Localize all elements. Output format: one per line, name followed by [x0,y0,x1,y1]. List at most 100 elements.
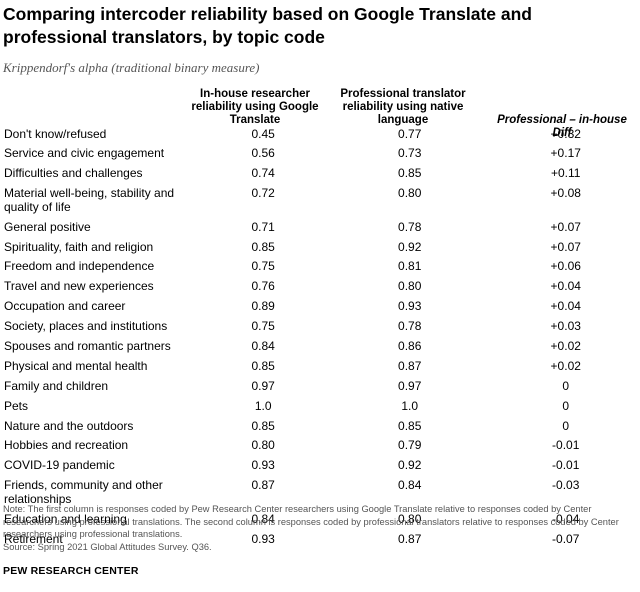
professional-value: 1.0 [401,398,419,413]
professional-value: 0.97 [398,378,422,393]
row-label: COVID-19 pandemic [4,458,115,473]
professional-value: 0.73 [398,146,422,161]
row-label: Society, places and institutions [4,319,168,334]
inhouse-value: 0.85 [251,239,275,254]
table-body: Don't know/refused 0.45 0.77 +0.32 Service a… [3,124,637,549]
inhouse-value: 0.72 [251,186,275,201]
inhouse-value: 0.56 [251,146,275,161]
row-label: Physical and mental health [4,358,148,373]
row-label: Material well-being, stability and quali… [4,186,175,215]
professional-value: 0.87 [398,358,422,373]
row-label: Occupation and career [4,299,126,314]
professional-value: 0.85 [398,166,422,181]
professional-value: 0.85 [398,418,422,433]
table-row: Material well-being, stability and quali… [3,184,637,218]
row-label: Travel and new experiences [4,279,154,294]
column-header-professional: Professional translator reliability usin… [340,88,466,126]
source-text: Source: Spring 2021 Global Attitudes Sur… [3,541,212,552]
professional-value: 0.78 [398,219,422,234]
table-row: Pets 1.0 1.0 0 [3,396,637,416]
row-label: Nature and the outdoors [4,418,134,433]
inhouse-value: 0.84 [251,339,275,354]
row-label: Service and civic engagement [4,146,165,161]
table-row: Service and civic engagement 0.56 0.73 +0.1… [3,144,637,164]
row-label: Education and learning [4,511,127,526]
table-row: Family and children 0.97 0.97 0 [3,376,637,396]
row-label: Pets [4,398,29,413]
table-row: Society, places and institutions 0.75 0.78… [3,317,637,337]
diff-value: -0.07 [552,531,580,546]
diff-value: +0.03 [550,319,581,334]
professional-value: 0.77 [398,126,422,141]
row-label: Spirituality, faith and religion [4,239,154,254]
row-label: Friends, community and other relationshi… [4,478,163,507]
row-label: Difficulties and challenges [4,166,143,181]
professional-value: 0.87 [398,531,422,546]
professional-value: 0.78 [398,319,422,334]
inhouse-value: 0.75 [251,319,275,334]
diff-value: +0.02 [550,358,581,373]
column-header-inhouse: In-house researcher reliability using Go… [191,88,319,126]
diff-value: -0.03 [552,478,580,493]
inhouse-value: 0.87 [251,478,275,493]
table-row: COVID-19 pandemic 0.93 0.92 -0.01 [3,456,637,476]
footnote: Note: The first column is responses code… [3,503,637,553]
chart-title: Comparing intercoder reliability based o… [3,4,532,47]
inhouse-value: 0.93 [251,458,275,473]
row-label: Don't know/refused [4,126,107,141]
professional-value: 0.80 [398,186,422,201]
brand-logo-text: PEW RESEARCH CENTER [3,565,139,577]
row-label: Spouses and romantic partners [4,339,171,354]
diff-value: -0.01 [552,438,580,453]
diff-value: +0.08 [550,186,581,201]
inhouse-value: 0.80 [251,438,275,453]
table-row: Freedom and independence 0.75 0.81 +0.06 [3,257,637,277]
table-row: Friends, community and other relationshi… [3,476,637,510]
note-text: Note: The first column is responses code… [3,504,619,539]
row-label: General positive [4,219,91,234]
diff-value: +0.11 [550,166,581,181]
row-label: Freedom and independence [4,259,155,274]
table-row: Occupation and career 0.89 0.93 +0.04 [3,297,637,317]
professional-value: 0.79 [398,438,422,453]
diff-value: +0.17 [550,146,581,161]
table-row: Physical and mental health 0.85 0.87 +0.02 [3,356,637,376]
table-row: Don't know/refused 0.45 0.77 +0.32 [3,124,637,144]
inhouse-value: 0.97 [251,378,275,393]
professional-value: 0.93 [398,299,422,314]
inhouse-value: 0.74 [251,166,275,181]
row-label: Retirement [4,531,63,546]
inhouse-value: 0.71 [251,219,275,234]
inhouse-value: 0.76 [251,279,275,294]
professional-value: 0.81 [398,259,422,274]
inhouse-value: 0.89 [251,299,275,314]
professional-value: 0.92 [398,239,422,254]
column-header-diff: Professional – in-house Diff [497,114,627,139]
table-row: Education and learning 0.84 0.80 -0.04 [3,509,637,529]
row-label: Hobbies and recreation [4,438,129,453]
chart-subtitle: Krippendorf's alpha (traditional binary … [3,60,260,75]
diff-value: 0 [562,418,570,433]
diff-value: +0.04 [550,299,581,314]
table-row: General positive 0.71 0.78 +0.07 [3,217,637,237]
inhouse-value: 0.84 [251,511,275,526]
diff-value: -0.04 [552,511,580,526]
professional-value: 0.86 [398,339,422,354]
professional-value: 0.84 [398,478,422,493]
table-row: Difficulties and challenges 0.74 0.85 +0.11 [3,164,637,184]
table-row: Hobbies and recreation 0.80 0.79 -0.01 [3,436,637,456]
diff-value: +0.32 [550,126,581,141]
professional-value: 0.92 [398,458,422,473]
inhouse-value: 0.75 [251,259,275,274]
diff-value: 0 [562,398,570,413]
diff-value: +0.07 [550,219,581,234]
professional-value: 0.80 [398,279,422,294]
diff-value: +0.07 [550,239,581,254]
table-row: Travel and new experiences 0.76 0.80 +0.04 [3,277,637,297]
diff-value: +0.02 [550,339,581,354]
diff-value: 0 [562,378,570,393]
table-row: Retirement 0.93 0.87 -0.07 [3,529,637,549]
inhouse-value: 0.85 [251,358,275,373]
professional-value: 0.80 [398,511,422,526]
diff-value: +0.04 [550,279,581,294]
